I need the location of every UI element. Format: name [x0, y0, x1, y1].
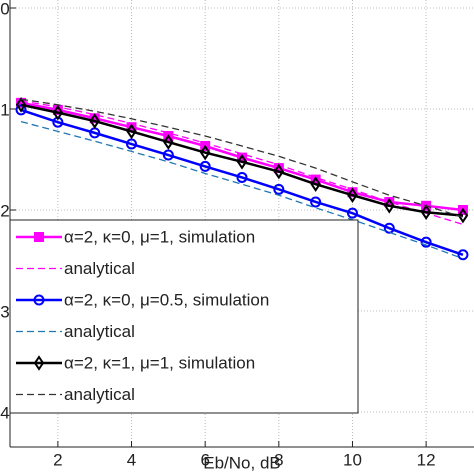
- marker: [236, 171, 248, 183]
- x-tick-label: 8: [274, 450, 283, 469]
- marker: [383, 222, 395, 234]
- marker: [33, 294, 45, 306]
- marker: [420, 204, 432, 221]
- x-tick-label: 2: [53, 450, 62, 469]
- marker: [33, 355, 45, 371]
- series-line: [20, 98, 464, 218]
- marker: [163, 134, 174, 150]
- x-tick-label: 6: [200, 450, 209, 469]
- series-line: [20, 103, 464, 217]
- marker: [89, 113, 100, 129]
- marker: [15, 97, 27, 113]
- marker: [52, 104, 64, 121]
- marker: [384, 198, 395, 214]
- marker: [236, 153, 248, 170]
- legend-label: analytical: [64, 259, 135, 278]
- y-tick-label: 1: [0, 100, 9, 119]
- marker: [457, 207, 469, 224]
- legend: α=2, κ=0, μ=1, simulation analytical α=2, …: [9, 219, 359, 414]
- legend-label: α=2, κ=1, μ=1, simulation: [64, 353, 255, 372]
- legend-label: α=2, κ=0, μ=0.5, simulation: [64, 290, 269, 309]
- y-tick-label: 0: [0, 0, 9, 18]
- marker: [347, 187, 358, 204]
- marker: [199, 144, 211, 161]
- marker: [310, 176, 321, 193]
- marker: [126, 138, 138, 150]
- x-axis-label: Eb/No, dB: [203, 453, 281, 472]
- x-tick-label: 10: [343, 450, 362, 469]
- marker: [126, 123, 137, 140]
- y-tick-label: 4: [0, 403, 9, 422]
- marker: [162, 149, 174, 161]
- marker: [199, 160, 211, 172]
- marker: [310, 196, 322, 208]
- legend-box: [9, 219, 359, 414]
- y-tick-label: 3: [0, 302, 9, 321]
- marker: [420, 236, 432, 248]
- legend-label: analytical: [64, 385, 135, 404]
- legend-label: α=2, κ=0, μ=1, simulation: [64, 227, 255, 246]
- x-tick-label: 4: [127, 450, 136, 469]
- legend-label: analytical: [64, 322, 135, 341]
- x-tick-label: 12: [417, 450, 436, 469]
- y-tick-label: 2: [0, 201, 9, 220]
- marker: [273, 183, 285, 195]
- marker: [34, 232, 44, 242]
- series-line: [20, 108, 464, 256]
- marker: [457, 249, 469, 261]
- marker: [273, 163, 285, 180]
- plot-layer: [15, 97, 469, 261]
- marker: [346, 207, 358, 219]
